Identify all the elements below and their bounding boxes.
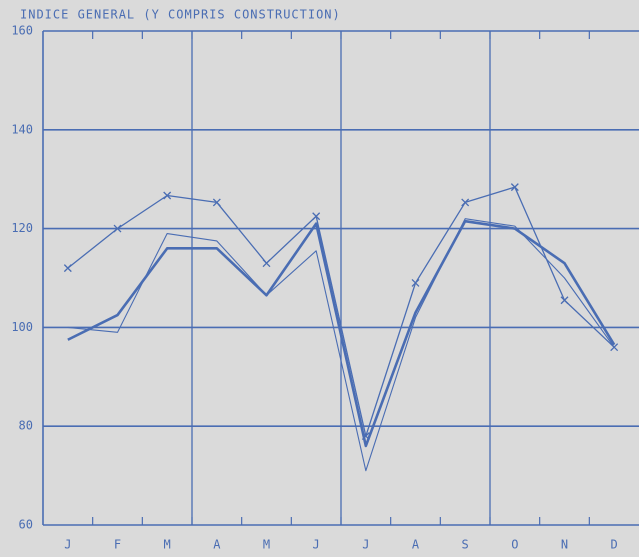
x-tick-label: D [611,538,618,552]
x-tick-label: J [362,538,369,552]
y-tick-label: 100 [11,320,33,334]
x-tick-label: J [64,538,71,552]
point-marker [262,259,271,268]
point-marker [63,264,72,273]
point-marker [411,278,420,287]
point-marker [312,212,321,221]
x-tick-label: A [213,538,221,552]
x-tick-label: A [412,538,420,552]
series-line [67,186,615,437]
series-line [67,218,615,472]
y-tick-label: 120 [11,221,33,235]
point-marker [113,224,122,233]
y-tick-label: 80 [19,419,33,433]
x-tick-label: O [511,538,518,552]
x-tick-label: F [114,538,121,552]
x-tick-label: N [561,538,568,552]
x-tick-label: S [462,538,469,552]
y-tick-label: 140 [11,122,33,136]
point-marker [212,198,221,207]
x-tick-label: M [164,538,171,552]
point-marker [510,183,519,192]
point-marker [163,191,172,200]
y-tick-label: 60 [19,518,33,532]
point-marker [560,296,569,305]
point-marker [461,198,470,207]
y-tick-label: 160 [11,24,33,38]
x-tick-label: M [263,538,270,552]
x-tick-label: J [313,538,320,552]
chart-title: INDICE GENERAL (Y COMPRIS CONSTRUCTION) [20,8,341,22]
